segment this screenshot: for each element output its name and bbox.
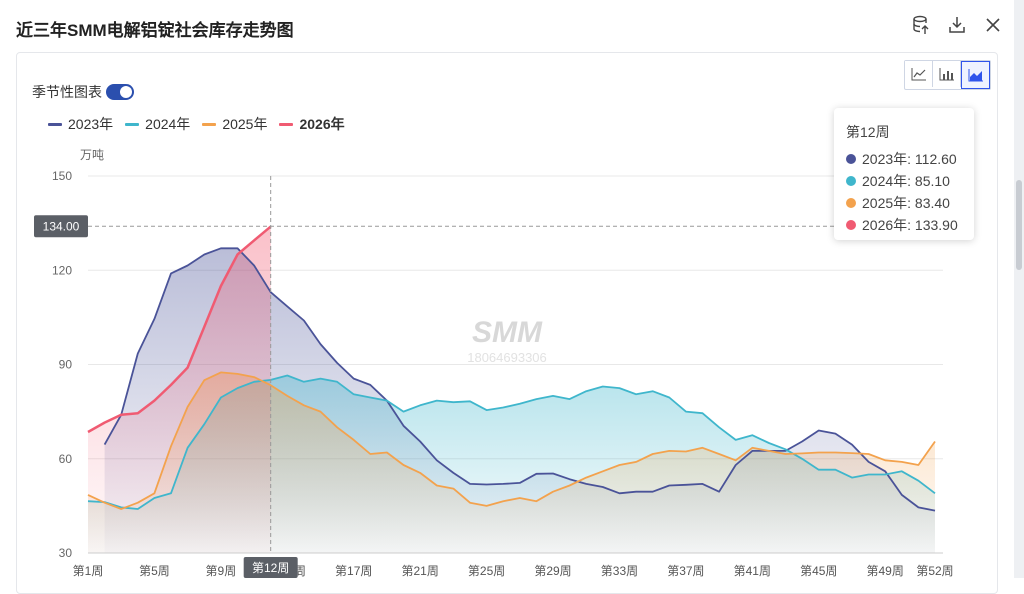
y-tick-label: 90 (59, 358, 73, 372)
tooltip-dot-2026 (846, 220, 856, 230)
series-area-2026 (88, 226, 271, 553)
x-tick-label: 第9周 (206, 564, 237, 578)
x-tick-label: 第1周 (73, 564, 104, 578)
y-tick-label: 120 (52, 263, 72, 277)
tooltip-value-2026: 2026年: 133.90 (862, 217, 958, 233)
bar-chart-icon (939, 68, 954, 81)
chart-tooltip: 第12周 2023年: 112.60 2024年: 85.10 2025年: 8… (834, 108, 974, 240)
tooltip-row-2024: 2024年: 85.10 (846, 170, 974, 192)
x-tick-label: 第33周 (601, 564, 638, 578)
download-icon[interactable] (946, 14, 968, 36)
header-actions (910, 14, 1004, 36)
seasonal-chart-label: 季节性图表 (32, 84, 102, 100)
database-export-icon[interactable] (910, 14, 932, 36)
x-tick-label: 第5周 (139, 564, 170, 578)
series-line-2025 (87, 371, 936, 510)
y-tick-label: 30 (59, 546, 73, 560)
series-line-2026 (87, 225, 272, 434)
legend-label-2023: 2023年 (68, 116, 114, 132)
x-tick-label: 第41周 (734, 564, 771, 578)
x-tick-label: 第29周 (534, 564, 571, 578)
legend-item-2023[interactable]: 2023年 (48, 114, 113, 134)
crosshair-y-label: 134.00 (43, 219, 80, 233)
close-icon[interactable] (982, 14, 1004, 36)
y-axis-unit: 万吨 (80, 148, 105, 162)
legend-label-2026: 2026年 (299, 116, 345, 132)
legend-swatch-2025 (202, 122, 217, 126)
x-tick-label: 第45周 (800, 564, 837, 578)
chart-legend: 2023年 2024年 2025年 2026年 (48, 114, 345, 134)
scrollbar-thumb[interactable] (1016, 180, 1022, 270)
legend-swatch-2024 (125, 122, 140, 126)
legend-swatch-2023 (48, 122, 62, 126)
area-chart-icon (968, 69, 983, 82)
area-chart-button[interactable] (961, 61, 990, 89)
x-tick-label: 第49周 (866, 564, 903, 578)
seasonal-chart-switch[interactable] (106, 84, 134, 100)
line-chart-button[interactable] (905, 61, 933, 87)
legend-swatch-2026 (279, 122, 294, 126)
watermark-phone: 18064693306 (467, 350, 547, 365)
x-tick-label: 第21周 (401, 564, 438, 578)
tooltip-dot-2024 (846, 176, 856, 186)
tooltip-row-2023: 2023年: 112.60 (846, 148, 974, 170)
crosshair-y-badge (34, 215, 88, 238)
tooltip-title: 第12周 (846, 124, 890, 140)
tooltip-value-2023: 2023年: 112.60 (862, 151, 957, 167)
tooltip-value-2024: 2024年: 85.10 (862, 173, 950, 189)
legend-item-2024[interactable]: 2024年 (125, 114, 190, 134)
seasonal-chart-toggle-group: 季节性图表 (32, 82, 134, 102)
watermark-logo: SMM (472, 316, 543, 349)
tooltip-dot-2023 (846, 154, 856, 164)
x-tick-label: 第17周 (335, 564, 372, 578)
series-area-2025 (88, 372, 935, 553)
crosshair-x-label: 第12周 (252, 561, 289, 575)
legend-label-2025: 2025年 (222, 116, 268, 132)
area-chart: 306090120150SMM18064693306第1周第5周第9周第13周第… (34, 169, 954, 578)
page-title: 近三年SMM电解铝锭社会库存走势图 (16, 21, 294, 40)
y-tick-label: 150 (52, 169, 72, 183)
legend-item-2026[interactable]: 2026年 (279, 114, 345, 134)
series-line-2023 (103, 247, 936, 512)
x-tick-label: 第52周 (916, 564, 953, 578)
tooltip-value-2025: 2025年: 83.40 (862, 195, 950, 211)
chart-type-switcher (904, 60, 991, 90)
bar-chart-button[interactable] (933, 61, 961, 87)
page-scrollbar[interactable] (1014, 0, 1024, 578)
line-chart-icon (911, 68, 926, 81)
legend-label-2024: 2024年 (145, 116, 191, 132)
y-tick-label: 60 (59, 452, 73, 466)
x-tick-label: 第37周 (667, 564, 704, 578)
tooltip-dot-2025 (846, 198, 856, 208)
legend-item-2025[interactable]: 2025年 (202, 114, 267, 134)
crosshair-x-badge (243, 557, 298, 578)
tooltip-row-2025: 2025年: 83.40 (846, 192, 974, 214)
tooltip-row-2026: 2026年: 133.90 (846, 214, 974, 236)
x-tick-label: 第25周 (468, 564, 505, 578)
